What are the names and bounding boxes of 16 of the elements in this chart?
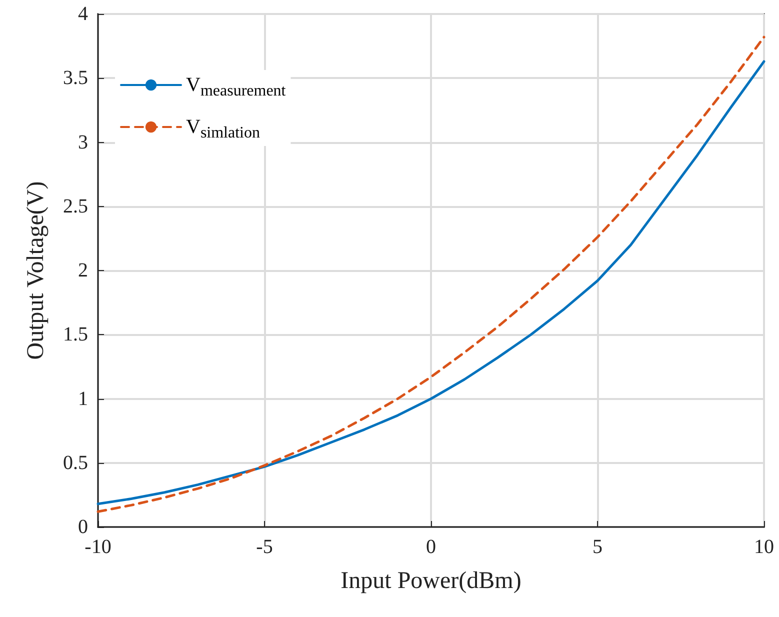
y-tick-label: 0 [78,516,88,538]
y-tick-label: 4 [78,3,88,25]
x-tick-label: -10 [84,536,112,558]
x-tick-label: 10 [754,536,774,558]
y-tick-label: 1.5 [63,324,88,346]
y-axis-title: Output Voltage(V) [23,181,49,360]
x-axis-title: Input Power(dBm) [340,568,522,594]
x-tick-label: 5 [592,536,602,558]
y-tick-label: 2.5 [63,195,88,218]
x-tick-label: 0 [426,536,436,558]
y-tick-label: 0.5 [63,452,88,474]
y-tick-label: 3.5 [63,67,88,90]
y-tick-label: 3 [78,131,88,154]
y-tick-label: 1 [78,388,88,410]
y-tick-label: 2 [78,260,88,282]
x-tick-label: -5 [256,536,273,558]
